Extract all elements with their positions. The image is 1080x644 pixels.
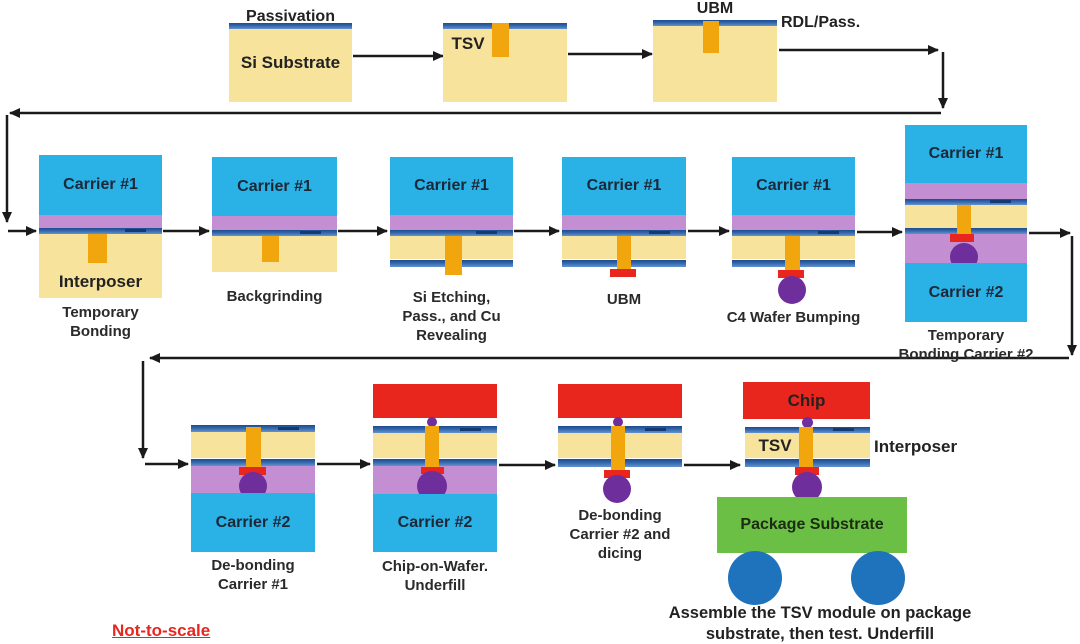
rdl-trace xyxy=(644,427,666,432)
tsv-copper-via xyxy=(799,427,813,467)
bonding-adhesive-layer xyxy=(732,215,855,230)
tsv-copper-via xyxy=(703,21,719,53)
chip-box xyxy=(373,384,497,418)
not-to-scale-note: Not-to-scale xyxy=(112,621,211,640)
step-tsv: TSV xyxy=(443,23,567,102)
carrier1-box: Carrier #1 xyxy=(732,157,855,215)
interposer-label: Interposer xyxy=(58,272,143,291)
step-caption: Temporary Bonding Carrier #2 xyxy=(898,327,1034,364)
ubm-red-pad xyxy=(950,234,974,242)
micro-bump xyxy=(613,417,623,427)
rdl-layer xyxy=(39,228,162,234)
tsv-copper-via xyxy=(611,426,625,470)
step-si-substrate: Passivation Si Substrate xyxy=(229,8,352,104)
carrier1-label: Carrier #1 xyxy=(756,177,831,194)
carrier1-box: Carrier #1 xyxy=(905,125,1027,183)
carrier2-label: Carrier #2 xyxy=(215,513,291,531)
step-caption: Chip-on-Wafer. Underfill xyxy=(381,558,489,595)
step-caption: Temporary Bonding xyxy=(62,304,139,341)
carrier1-box: Carrier #1 xyxy=(212,157,337,216)
carrier1-label: Carrier #1 xyxy=(586,177,662,194)
bonding-adhesive-layer xyxy=(39,215,162,228)
bonding-adhesive-layer xyxy=(212,216,337,230)
step-caption: Backgrinding xyxy=(226,288,323,305)
ubm-red-pad xyxy=(778,270,804,278)
rdl-trace xyxy=(299,231,321,235)
ubm-red-pad xyxy=(239,467,266,475)
ubm-label: UBM xyxy=(696,0,734,17)
rdl-trace xyxy=(125,229,147,233)
chip-box xyxy=(558,384,682,418)
rdl-trace xyxy=(832,428,854,432)
tsv-copper-via xyxy=(957,205,971,237)
chip-label: Chip xyxy=(787,390,826,410)
micro-bump xyxy=(427,417,437,427)
carrier1-label: Carrier #1 xyxy=(928,145,1004,162)
bonding-adhesive-layer xyxy=(562,215,686,230)
ubm-red-pad xyxy=(604,470,630,478)
si-substrate-box xyxy=(229,29,352,102)
tsv-copper-via xyxy=(262,236,279,262)
carrier2-box: Carrier #2 xyxy=(373,494,497,552)
carrier2-box: Carrier #2 xyxy=(191,493,315,552)
rdl-layer xyxy=(390,230,513,236)
rdl-trace xyxy=(277,426,299,431)
micro-bump xyxy=(802,417,813,428)
final-caption: Assemble the TSV module on package subst… xyxy=(668,604,972,643)
step-caption: UBM xyxy=(606,291,642,308)
rdl-layer xyxy=(212,230,337,236)
si-substrate-label: Si Substrate xyxy=(240,53,341,72)
tsv-copper-via xyxy=(617,236,631,274)
carrier1-label: Carrier #1 xyxy=(237,177,312,195)
rdl-trace xyxy=(476,231,498,235)
tsv-copper-via xyxy=(445,236,462,275)
ubm-red-pad xyxy=(795,467,819,475)
package-substrate-label: Package Substrate xyxy=(740,516,884,533)
step-caption: Si Etching, Pass., and Cu Revealing xyxy=(402,289,501,345)
rdl-layer xyxy=(562,230,686,236)
rdl-trace xyxy=(648,231,670,235)
tsv-copper-via xyxy=(246,427,261,467)
step-caption: De-bonding Carrier #1 xyxy=(211,557,295,594)
carrier2-label: Carrier #2 xyxy=(928,283,1004,301)
passivation-label: Passivation xyxy=(246,8,335,25)
rdl-pass-label: RDL/Pass. xyxy=(781,14,861,31)
rdl-trace xyxy=(818,231,840,235)
bonding-adhesive-layer xyxy=(390,215,513,230)
rdl-layer xyxy=(905,199,1027,205)
step-caption: De-bonding Carrier #2 and dicing xyxy=(569,507,671,563)
tsv-copper-via xyxy=(88,234,107,263)
carrier1-box: Carrier #1 xyxy=(390,157,513,215)
step-ubm-rdl: UBM xyxy=(653,0,777,102)
carrier2-box: Carrier #2 xyxy=(905,263,1027,322)
carrier1-label: Carrier #1 xyxy=(63,176,138,193)
bga-ball-right xyxy=(851,551,905,605)
tsv-label: TSV xyxy=(758,436,792,455)
bonding-adhesive-layer xyxy=(905,183,1027,199)
c4-bump xyxy=(778,276,806,304)
chip-box: Chip xyxy=(743,382,870,419)
ubm-red-pad xyxy=(610,269,636,277)
bga-ball-left xyxy=(728,551,782,605)
passivation-layer xyxy=(229,23,352,29)
carrier1-label: Carrier #1 xyxy=(414,177,489,194)
tsv-copper-via xyxy=(785,236,800,274)
carrier1-box: Carrier #1 xyxy=(39,155,162,215)
tsv-label: TSV xyxy=(451,34,485,53)
interposer-label: Interposer xyxy=(874,437,958,456)
carrier1-box: Carrier #1 xyxy=(562,157,686,215)
carrier2-label: Carrier #2 xyxy=(397,514,473,531)
rdl-layer xyxy=(732,230,855,236)
rdl-trace xyxy=(990,200,1012,204)
step-caption: C4 Wafer Bumping xyxy=(726,309,861,326)
tsv-copper-via xyxy=(492,23,509,57)
c4-bump xyxy=(603,475,631,503)
package-substrate-box: Package Substrate xyxy=(717,497,907,553)
ubm-red-pad xyxy=(421,467,444,474)
tsv-copper-via xyxy=(425,426,439,467)
rdl-trace xyxy=(459,427,481,432)
